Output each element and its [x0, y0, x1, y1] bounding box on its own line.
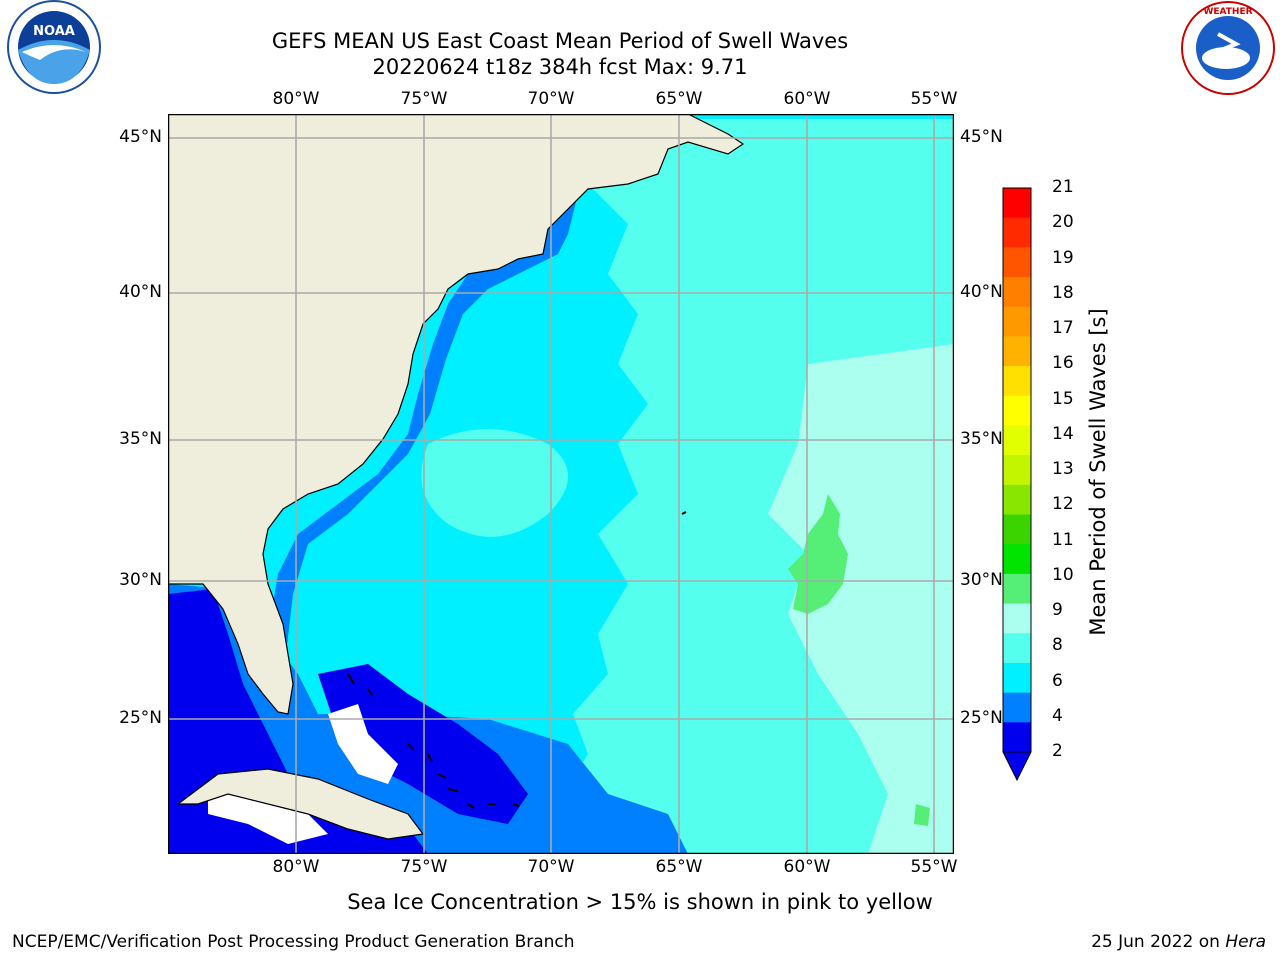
coastline-cuba: [176, 768, 425, 840]
colorbar-tick-label: 2: [1052, 741, 1063, 761]
land-cuba: [178, 769, 423, 839]
colorbar-tick-label: 10: [1052, 564, 1074, 585]
bahamas-bank: [328, 704, 398, 784]
colorbar-tick-label: 9: [1052, 600, 1063, 620]
colorbar-cell: [1003, 306, 1031, 337]
lat-label-right: 25°N: [960, 708, 1003, 728]
svg-text:NOAA: NOAA: [33, 24, 75, 39]
colorbar-cell: [1003, 455, 1031, 486]
colorbar-cell: [1003, 722, 1031, 753]
lat-label-left: 40°N: [119, 282, 162, 302]
svg-text:WEATHER: WEATHER: [1203, 7, 1252, 17]
coastline: [168, 114, 745, 715]
land-north-america: [168, 114, 743, 714]
lat-label-left: 45°N: [119, 127, 162, 147]
colorbar-tick-label: 4: [1052, 705, 1063, 726]
colorbar-cell: [1003, 603, 1031, 634]
colorbar-cell: [1003, 425, 1031, 456]
colorbar-tick-label: 15: [1052, 388, 1074, 409]
colorbar-tick-label: 18: [1052, 282, 1074, 303]
colorbar-cell: [1003, 247, 1031, 278]
lon-label-bottom: 75°W: [400, 857, 448, 877]
colorbar-cell: [1003, 188, 1031, 219]
cuba-shelf: [208, 784, 328, 844]
nws-logo-icon: WEATHER: [1181, 1, 1275, 95]
colorbar-tick-label: 13: [1052, 459, 1074, 479]
colorbar-extend-triangle: [1002, 751, 1032, 782]
chart-title: GEFS MEAN US East Coast Mean Period of S…: [271, 29, 849, 53]
lon-label-top: 60°W: [783, 89, 831, 109]
period-zone-6-8-west: [421, 429, 568, 537]
colorbar-cell: [1003, 395, 1031, 426]
colorbar-cell: [1003, 662, 1031, 694]
footer-credit: NCEP/EMC/Verification Post Processing Pr…: [12, 932, 575, 952]
colorbar-label: Mean Period of Swell Waves [s]: [1086, 308, 1110, 636]
map-frame: [168, 114, 954, 854]
sea-ice-note: Sea Ice Concentration > 15% is shown in …: [347, 890, 933, 914]
footer-date: 25 Jun 2022 on Hera: [1091, 932, 1266, 952]
period-zone-8-9: [768, 344, 954, 854]
lon-label-top: 80°W: [272, 89, 320, 109]
colorbar-cell: [1003, 277, 1031, 308]
colorbar-cell: [1003, 336, 1031, 367]
footer-host: Hera: [1225, 932, 1266, 952]
lon-label-top: 75°W: [400, 89, 448, 109]
colorbar-cell: [1003, 692, 1031, 723]
bahamas-islands: [347, 511, 687, 809]
graticule: [168, 114, 954, 854]
colorbar-tick-label: 20: [1052, 212, 1074, 233]
lon-label-top: 55°W: [910, 89, 958, 109]
lat-label-left: 35°N: [119, 429, 162, 449]
lon-label-bottom: 65°W: [655, 857, 703, 877]
colorbar: [1002, 187, 1032, 782]
lon-label-bottom: 70°W: [527, 857, 575, 877]
colorbar-tick-label: 21: [1052, 177, 1074, 197]
colorbar-cell: [1003, 573, 1031, 605]
lat-label-right: 45°N: [960, 127, 1003, 147]
period-zone-9-10: [788, 494, 848, 614]
colorbar-tick-label: 14: [1052, 423, 1074, 444]
noaa-logo-icon: NOAA: [7, 0, 101, 94]
lon-label-bottom: 55°W: [910, 857, 958, 877]
lon-label-bottom: 60°W: [783, 857, 831, 877]
colorbar-tick-label: 17: [1052, 318, 1074, 338]
colorbar-cell: [1003, 484, 1031, 516]
lon-label-top: 70°W: [527, 89, 575, 109]
colorbar-cell: [1003, 633, 1031, 664]
colorbar-tick-label: 16: [1052, 353, 1074, 374]
colorbar-tick-label: 19: [1052, 247, 1074, 268]
lat-label-right: 35°N: [960, 429, 1003, 449]
period-zone-below-2-bahamas: [318, 664, 528, 824]
period-zone-9-10-small: [914, 804, 930, 826]
colorbar-cell: [1003, 514, 1031, 545]
colorbar-tick-label: 11: [1052, 529, 1074, 550]
colorbar-tick-label: 12: [1052, 494, 1074, 515]
colorbar-cell: [1003, 366, 1031, 397]
footer-date-text: 25 Jun 2022 on: [1091, 932, 1226, 952]
lat-label-right: 40°N: [960, 282, 1003, 302]
colorbar-tick-label: 8: [1052, 635, 1063, 656]
colorbar-tick-label: 6: [1052, 670, 1063, 691]
chart-subtitle: 20220624 t18z 384h fcst Max: 9.71: [372, 55, 748, 79]
colorbar-cell: [1003, 544, 1031, 575]
lat-label-left: 30°N: [119, 570, 162, 590]
lat-label-left: 25°N: [119, 708, 162, 728]
lon-label-top: 65°W: [655, 89, 703, 109]
lon-label-bottom: 80°W: [272, 857, 320, 877]
map-panel: [168, 114, 954, 854]
colorbar-cell: [1003, 217, 1031, 248]
lat-label-right: 30°N: [960, 570, 1003, 590]
